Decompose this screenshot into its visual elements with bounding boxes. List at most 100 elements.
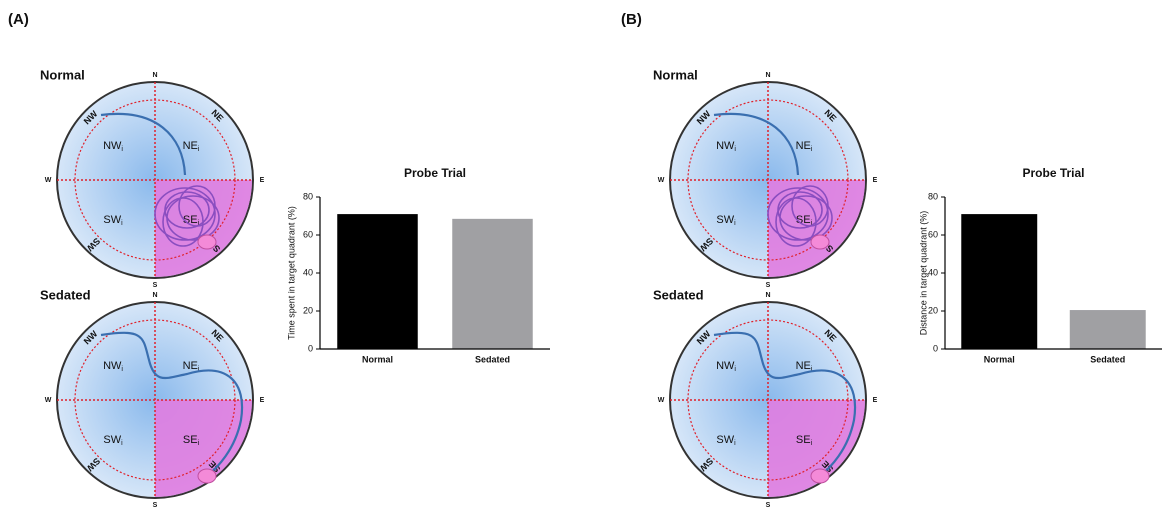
- quadrant-subscript: i: [811, 440, 813, 447]
- target-quadrant: [768, 400, 865, 497]
- compass-label: S: [153, 502, 158, 509]
- compass-label: S: [766, 282, 771, 289]
- swim-loop: [166, 195, 220, 241]
- compass-label: S: [153, 282, 158, 289]
- quadrant-name: NE: [183, 360, 198, 372]
- quadrant-label: NWi: [103, 360, 123, 373]
- y-tick-label: 60: [928, 229, 938, 239]
- y-tick-label: 20: [303, 305, 313, 315]
- swim-loop: [779, 195, 833, 241]
- quadrant-name: NW: [103, 140, 122, 152]
- compass-label: E: [873, 177, 878, 184]
- quadrant-name: SE: [183, 434, 198, 446]
- quadrant-label: SEi: [796, 434, 813, 447]
- compass-label: N: [765, 72, 770, 79]
- quadrant-subscript: i: [121, 220, 123, 227]
- compass-label: W: [45, 397, 52, 404]
- quadrant-subscript: i: [198, 366, 200, 373]
- compass-label: E: [260, 177, 265, 184]
- maze-title: Normal: [40, 67, 85, 82]
- bar: [452, 218, 533, 349]
- x-tick-label: Normal: [984, 354, 1015, 364]
- y-tick-label: 0: [308, 343, 313, 353]
- swim-loop: [162, 197, 204, 247]
- quadrant-label: NEi: [183, 360, 200, 373]
- y-tick-label: 40: [303, 267, 313, 277]
- quadrant-label: NEi: [796, 360, 813, 373]
- quadrant-label: SWi: [716, 434, 736, 447]
- compass-label: N: [152, 72, 157, 79]
- quadrant-subscript: i: [811, 220, 813, 227]
- quadrant-subscript: i: [734, 440, 736, 447]
- compass-label: S: [766, 502, 771, 509]
- quadrant-name: SW: [716, 434, 734, 446]
- compass-label: W: [45, 177, 52, 184]
- quadrant-label: SWi: [103, 214, 123, 227]
- x-tick-label: Sedated: [475, 354, 510, 364]
- swim-path: [100, 331, 244, 477]
- quadrant-subscript: i: [198, 146, 200, 153]
- swim-loop: [767, 187, 829, 241]
- compass-label: W: [658, 397, 665, 404]
- compass-label: N: [152, 292, 157, 299]
- maze-title: Sedated: [653, 287, 704, 302]
- swim-loop: [791, 185, 829, 227]
- quadrant-name: NE: [796, 360, 811, 372]
- quadrant-subscript: i: [121, 146, 123, 153]
- y-tick-label: 40: [928, 267, 938, 277]
- compass-label: W: [658, 177, 665, 184]
- mouse: [810, 234, 830, 250]
- quadrant-label: SWi: [103, 434, 123, 447]
- maze-title: Normal: [653, 67, 698, 82]
- quadrant-name: NW: [716, 360, 735, 372]
- quadrant-name: NW: [716, 140, 735, 152]
- compass-label: E: [260, 397, 265, 404]
- y-tick-label: 80: [928, 191, 938, 201]
- chart-title: Probe Trial: [404, 166, 466, 180]
- quadrant-name: NE: [796, 140, 811, 152]
- quadrant-name: SW: [103, 434, 121, 446]
- swim-loop: [154, 187, 216, 241]
- quadrant-subscript: i: [121, 440, 123, 447]
- quadrant-name: NE: [183, 140, 198, 152]
- bar: [1069, 310, 1146, 349]
- y-tick-label: 0: [933, 343, 938, 353]
- quadrant-name: SW: [103, 214, 121, 226]
- quadrant-label: NEi: [183, 140, 200, 153]
- target-quadrant: [155, 400, 252, 497]
- panel-label: (B): [621, 11, 642, 28]
- mouse: [197, 468, 217, 484]
- quadrant-label: NEi: [796, 140, 813, 153]
- swim-path: [713, 112, 800, 176]
- quadrant-name: SW: [716, 214, 734, 226]
- chart-title: Probe Trial: [1022, 166, 1084, 180]
- quadrant-label: NWi: [716, 140, 736, 153]
- swim-path: [713, 331, 857, 477]
- quadrant-name: NW: [103, 360, 122, 372]
- y-axis-label: Distance in target quadrant (%): [918, 211, 928, 336]
- quadrant-subscript: i: [121, 366, 123, 373]
- maze-title: Sedated: [40, 287, 91, 302]
- quadrant-name: SE: [796, 434, 811, 446]
- y-tick-label: 80: [303, 191, 313, 201]
- mouse: [810, 468, 830, 484]
- quadrant-subscript: i: [811, 366, 813, 373]
- y-tick-label: 60: [303, 229, 313, 239]
- quadrant-subscript: i: [198, 440, 200, 447]
- quadrant-subscript: i: [198, 220, 200, 227]
- quadrant-subscript: i: [734, 220, 736, 227]
- quadrant-label: NWi: [716, 360, 736, 373]
- y-axis-label: Time spent in target quadrant (%): [286, 206, 296, 340]
- swim-loop: [775, 197, 817, 247]
- compass-label: N: [765, 292, 770, 299]
- compass-label: E: [873, 397, 878, 404]
- x-tick-label: Normal: [362, 354, 393, 364]
- x-tick-label: Sedated: [1090, 354, 1125, 364]
- bar: [337, 214, 418, 349]
- swim-path: [100, 112, 187, 176]
